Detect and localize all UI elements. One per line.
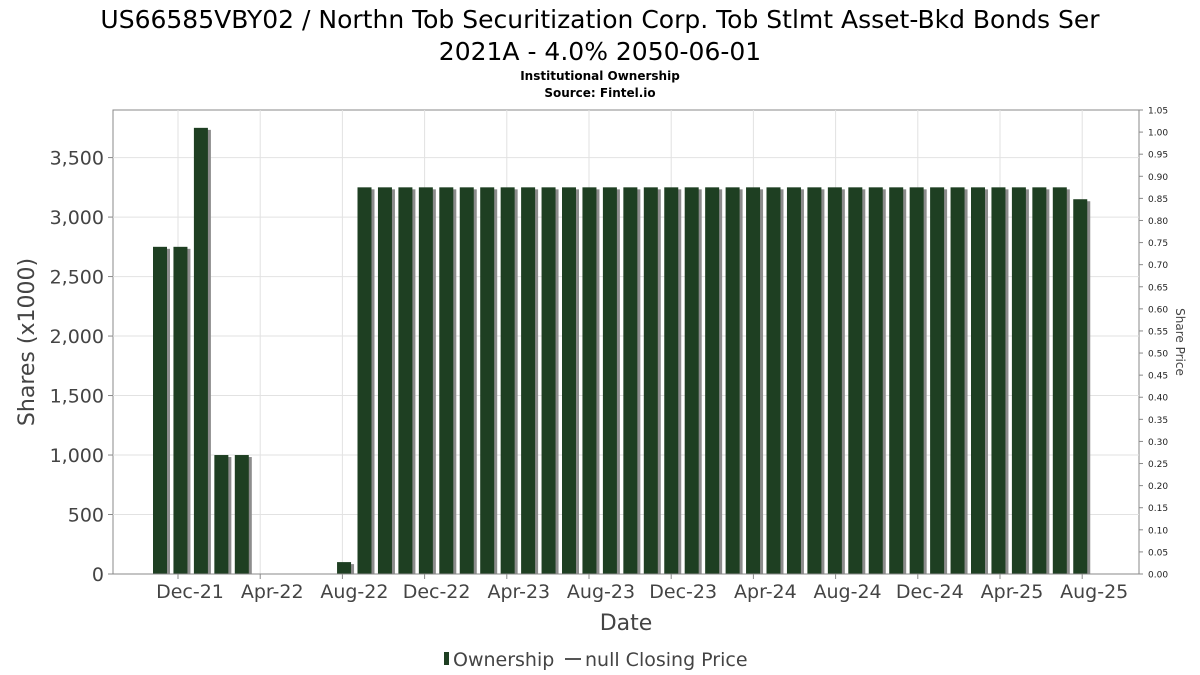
ownership-bar: [766, 187, 781, 575]
y2-tick-label: 1.00: [1148, 129, 1168, 139]
ownership-bar: [418, 187, 433, 575]
legend-closing-price-label: null Closing Price: [585, 649, 748, 671]
chart-title-group: US66585VBY02 / Northn Tob Securitization…: [100, 5, 1100, 100]
y2-tick-label: 0.55: [1148, 327, 1168, 337]
legend-ownership-label: Ownership: [453, 649, 554, 671]
ownership-bar: [725, 187, 740, 575]
x-tick-label: Dec-23: [649, 581, 717, 603]
x-tick-label: Apr-24: [734, 581, 797, 603]
y-tick-label: 0: [92, 564, 104, 586]
ownership-bar: [827, 187, 842, 575]
legend: Ownership null Closing Price: [444, 649, 748, 671]
ownership-bar: [214, 455, 229, 574]
y2-tick-label: 0.75: [1148, 239, 1168, 249]
ownership-bar: [623, 187, 638, 575]
chart-title-line-2: 2021A - 4.0% 2050-06-01: [439, 37, 761, 66]
ownership-bar: [1011, 187, 1026, 575]
y2-tick-label: 0.40: [1148, 394, 1168, 404]
y-tick-label: 2,500: [50, 267, 104, 289]
ownership-bar: [746, 187, 761, 575]
y-axis-label: Shares (x1000): [15, 258, 40, 426]
ownership-bar: [377, 187, 392, 575]
x-tick-label: Dec-21: [156, 581, 224, 603]
ownership-bar: [643, 187, 658, 575]
ownership-bar: [193, 127, 208, 574]
ownership-bar: [153, 246, 167, 575]
x-axis-label: Date: [600, 611, 653, 636]
y2-tick-label: 0.90: [1148, 173, 1168, 183]
ownership-bar: [807, 187, 822, 575]
y2-tick-label: 0.05: [1148, 548, 1168, 558]
y2-tick-label: 0.60: [1148, 305, 1168, 315]
chart-source: Source: Fintel.io: [544, 86, 655, 100]
ownership-bar: [541, 187, 556, 575]
y-tick-label: 2,000: [50, 326, 104, 348]
ownership-bar: [173, 246, 188, 575]
x-tick-label: Apr-25: [981, 581, 1044, 603]
x-tick-label: Aug-24: [814, 581, 882, 603]
ownership-bar: [909, 187, 924, 575]
y2-tick-label: 0.85: [1148, 195, 1168, 205]
y2-tick-label: 0.15: [1148, 504, 1168, 514]
y2-tick-label: 0.25: [1148, 460, 1168, 470]
x-tick-label: Dec-24: [896, 581, 964, 603]
axes-layer: 0 500 1,000 1,500 2,000 2,500 3,000 3,500 Dec-21…: [50, 107, 1169, 604]
y2-tick-label: 1.05: [1148, 107, 1168, 117]
x-tick-label: Apr-22: [241, 581, 304, 603]
y2-tick-label: 0.30: [1148, 438, 1168, 448]
ownership-bar: [480, 187, 495, 575]
y-tick-label: 3,500: [50, 148, 104, 170]
y-tick-label: 500: [68, 505, 104, 527]
ownership-bar: [500, 187, 515, 575]
x-tick-label: Apr-23: [487, 581, 550, 603]
bars-layer: [153, 127, 1091, 575]
y2-axis-label: Share Price: [1173, 308, 1187, 376]
ownership-bar: [1073, 199, 1088, 574]
y2-tick-label: 0.20: [1148, 482, 1168, 492]
y2-tick-label: 0.95: [1148, 151, 1168, 161]
ownership-bar: [337, 562, 352, 574]
ownership-bar: [459, 187, 474, 575]
x-tick-label: Aug-22: [320, 581, 388, 603]
y-tick-label: 1,000: [50, 445, 104, 467]
ownership-bar: [848, 187, 863, 575]
ownership-bar: [786, 187, 801, 575]
y2-tick-label: 0.50: [1148, 350, 1168, 360]
ownership-bar: [950, 187, 965, 575]
chart-title-line-1: US66585VBY02 / Northn Tob Securitization…: [100, 5, 1100, 34]
y2-tick-label: 0.35: [1148, 416, 1168, 426]
ownership-bar: [889, 187, 904, 575]
ownership-bar: [684, 187, 699, 575]
ownership-bar: [664, 187, 679, 575]
legend-ownership-swatch: [444, 652, 449, 665]
ownership-bar: [705, 187, 720, 575]
ownership-bar: [234, 455, 249, 574]
ownership-bar: [1032, 187, 1047, 575]
y2-tick-label: 0.65: [1148, 283, 1168, 293]
chart-subtitle: Institutional Ownership: [520, 69, 680, 83]
y2-tick-label: 0.00: [1148, 571, 1168, 581]
y2-tick-label: 0.70: [1148, 261, 1168, 271]
y2-tick-label: 0.10: [1148, 526, 1168, 536]
ownership-bar: [971, 187, 985, 575]
ownership-bar: [439, 187, 454, 575]
y-tick-label: 3,000: [50, 207, 104, 229]
ownership-bar: [398, 187, 413, 575]
ownership-bar: [562, 187, 576, 575]
ownership-bar: [930, 187, 945, 575]
ownership-bar: [991, 187, 1006, 575]
y-tick-label: 1,500: [50, 386, 104, 408]
x-tick-label: Aug-25: [1060, 581, 1128, 603]
ownership-bar: [521, 187, 536, 575]
y2-tick-label: 0.45: [1148, 372, 1168, 382]
x-tick-label: Aug-23: [567, 581, 635, 603]
ownership-bar: [868, 187, 883, 575]
ownership-bar: [602, 187, 617, 575]
y2-tick-label: 0.80: [1148, 217, 1168, 227]
x-tick-label: Dec-22: [403, 581, 471, 603]
ownership-bar: [1052, 187, 1067, 575]
ownership-bar: [357, 187, 372, 575]
ownership-bar: [582, 187, 597, 575]
